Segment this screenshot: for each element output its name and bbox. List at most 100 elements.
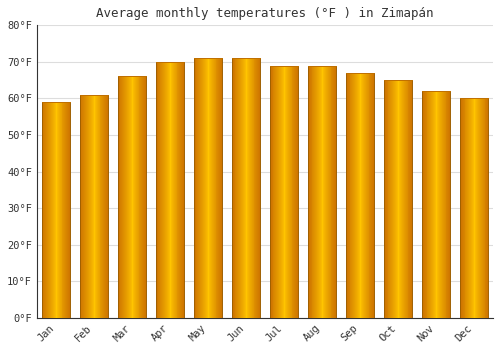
Bar xyxy=(170,62,171,318)
Bar xyxy=(211,58,212,318)
Bar xyxy=(132,77,133,318)
Bar xyxy=(49,102,50,318)
Bar xyxy=(52,102,53,318)
Bar xyxy=(424,91,426,318)
Bar xyxy=(250,58,252,318)
Bar xyxy=(208,58,209,318)
Bar xyxy=(402,80,403,318)
Bar xyxy=(279,65,280,318)
Bar xyxy=(102,95,104,318)
Bar xyxy=(281,65,282,318)
Bar xyxy=(282,65,283,318)
Bar xyxy=(243,58,244,318)
Bar xyxy=(66,102,67,318)
Bar xyxy=(209,58,210,318)
Bar xyxy=(86,95,87,318)
Bar xyxy=(232,58,234,318)
Bar xyxy=(176,62,178,318)
Bar xyxy=(446,91,448,318)
Bar xyxy=(204,58,205,318)
Bar xyxy=(474,98,475,318)
Bar xyxy=(201,58,202,318)
Bar xyxy=(107,95,108,318)
Bar xyxy=(292,65,294,318)
Bar xyxy=(470,98,471,318)
Bar xyxy=(259,58,260,318)
Bar xyxy=(404,80,406,318)
Bar xyxy=(127,77,128,318)
Bar xyxy=(131,77,132,318)
Bar xyxy=(88,95,89,318)
Bar xyxy=(363,73,364,318)
Bar xyxy=(433,91,434,318)
Bar xyxy=(448,91,450,318)
Bar xyxy=(346,73,348,318)
Bar xyxy=(162,62,163,318)
Bar xyxy=(58,102,59,318)
Bar xyxy=(96,95,98,318)
Bar xyxy=(362,73,363,318)
Bar xyxy=(288,65,290,318)
Bar xyxy=(214,58,216,318)
Bar xyxy=(468,98,469,318)
Bar xyxy=(212,58,214,318)
Bar xyxy=(370,73,372,318)
Bar xyxy=(163,62,164,318)
Bar xyxy=(372,73,374,318)
Bar xyxy=(246,58,247,318)
Bar xyxy=(56,102,57,318)
Bar xyxy=(134,77,136,318)
Bar xyxy=(105,95,106,318)
Bar xyxy=(126,77,127,318)
Bar xyxy=(396,80,397,318)
Bar xyxy=(55,102,56,318)
Bar xyxy=(194,58,196,318)
Bar xyxy=(278,65,279,318)
Bar xyxy=(364,73,366,318)
Bar xyxy=(168,62,169,318)
Bar xyxy=(236,58,238,318)
Bar xyxy=(297,65,298,318)
Bar xyxy=(357,73,358,318)
Bar xyxy=(100,95,102,318)
Bar xyxy=(441,91,442,318)
Bar xyxy=(245,58,246,318)
Bar xyxy=(84,95,86,318)
Bar xyxy=(104,95,105,318)
Bar xyxy=(326,65,328,318)
Bar xyxy=(308,65,310,318)
Bar xyxy=(130,77,131,318)
Bar xyxy=(50,102,51,318)
Bar xyxy=(252,58,254,318)
Bar xyxy=(408,80,410,318)
Bar xyxy=(241,58,242,318)
Bar xyxy=(422,91,424,318)
Bar xyxy=(94,95,95,318)
Bar xyxy=(166,62,167,318)
Bar xyxy=(220,58,221,318)
Bar xyxy=(142,77,144,318)
Bar xyxy=(53,102,54,318)
Bar xyxy=(167,62,168,318)
Bar xyxy=(238,58,240,318)
Bar xyxy=(400,80,401,318)
Bar xyxy=(64,102,66,318)
Bar xyxy=(384,80,386,318)
Bar xyxy=(325,65,326,318)
Bar xyxy=(128,77,129,318)
Bar xyxy=(249,58,250,318)
Bar xyxy=(80,95,82,318)
Bar xyxy=(182,62,183,318)
Bar xyxy=(284,65,285,318)
Bar xyxy=(477,98,478,318)
Bar xyxy=(386,80,388,318)
Bar xyxy=(178,62,180,318)
Bar xyxy=(486,98,488,318)
Bar xyxy=(320,65,321,318)
Bar xyxy=(69,102,70,318)
Bar xyxy=(318,65,319,318)
Bar xyxy=(280,65,281,318)
Bar xyxy=(57,102,58,318)
Bar xyxy=(91,95,92,318)
Bar xyxy=(198,58,200,318)
